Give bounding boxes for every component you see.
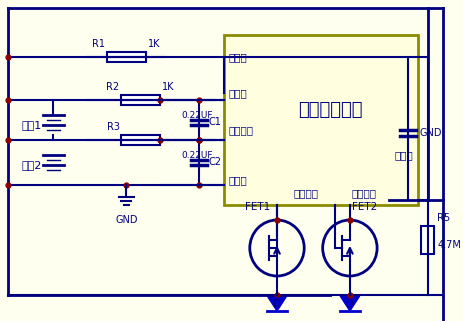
Text: 电池2: 电池2 xyxy=(21,160,42,170)
Text: C1: C1 xyxy=(208,117,221,127)
Bar xyxy=(106,52,145,62)
Text: 电源正: 电源正 xyxy=(228,52,247,62)
Text: GND: GND xyxy=(419,128,441,138)
Text: 1K: 1K xyxy=(162,82,175,92)
Text: D: D xyxy=(273,299,280,309)
Text: 电池正: 电池正 xyxy=(228,88,247,98)
Text: 电池中点: 电池中点 xyxy=(228,125,253,135)
Text: 充放电保护板: 充放电保护板 xyxy=(298,101,362,119)
Text: 电源负: 电源负 xyxy=(394,150,412,160)
Text: 4.7M: 4.7M xyxy=(437,240,460,250)
Text: FET2: FET2 xyxy=(351,202,376,212)
Text: FET1: FET1 xyxy=(244,202,269,212)
Text: 放电保护: 放电保护 xyxy=(293,188,318,198)
Text: 电池负: 电池负 xyxy=(228,175,247,185)
Text: R1: R1 xyxy=(92,39,105,49)
Text: D: D xyxy=(345,299,353,309)
Text: R2: R2 xyxy=(106,82,119,92)
Text: R5: R5 xyxy=(437,213,450,223)
Text: R3: R3 xyxy=(106,122,119,132)
Text: 1K: 1K xyxy=(147,39,160,49)
Text: 电池1: 电池1 xyxy=(21,120,42,130)
Text: 充电保护: 充电保护 xyxy=(351,188,376,198)
Polygon shape xyxy=(267,296,286,311)
Bar xyxy=(223,35,417,205)
Bar xyxy=(420,226,433,254)
Bar xyxy=(121,135,160,145)
Text: 0.22UF: 0.22UF xyxy=(181,151,213,160)
Text: C2: C2 xyxy=(208,157,221,167)
Text: 0.22UF: 0.22UF xyxy=(181,110,213,119)
Polygon shape xyxy=(339,296,359,311)
Bar xyxy=(121,95,160,105)
Text: GND: GND xyxy=(115,215,138,225)
